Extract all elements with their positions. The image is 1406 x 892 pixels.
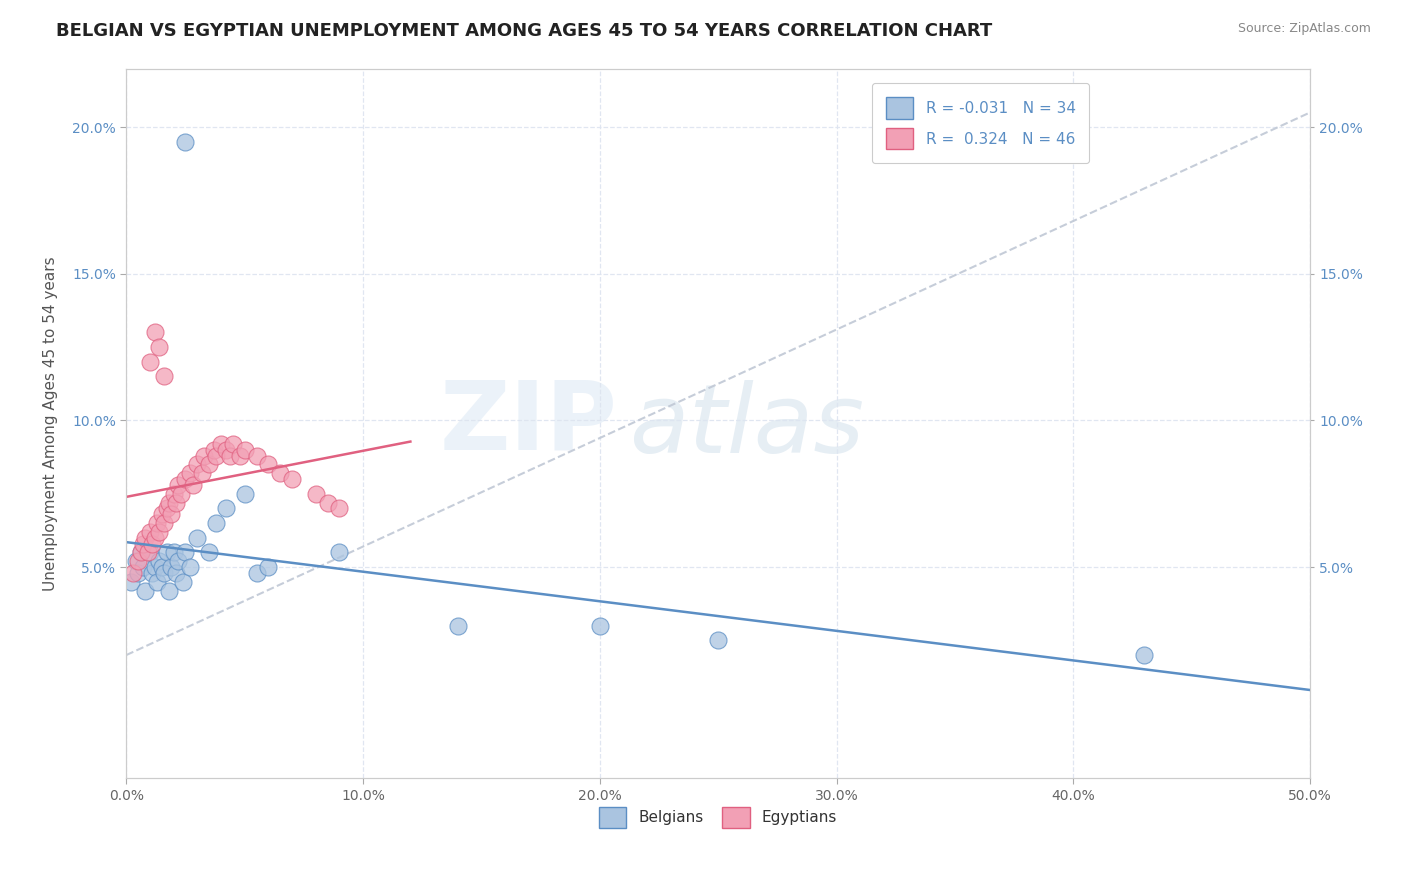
Point (233, 442, 256, 457)
Point (198, 545, 221, 559)
Point (205, 516, 228, 530)
Point (447, 618, 470, 632)
Point (148, 554, 170, 568)
Point (155, 545, 177, 559)
Point (139, 355, 162, 369)
Point (186, 458, 208, 472)
Point (134, 531, 156, 545)
Point (148, 524, 170, 539)
Point (125, 554, 148, 568)
Point (146, 516, 169, 530)
Point (150, 560, 173, 574)
Point (157, 495, 180, 509)
Text: ZIP: ZIP (440, 377, 617, 470)
Point (153, 566, 176, 580)
Point (134, 583, 156, 598)
Point (233, 487, 256, 501)
Point (127, 554, 149, 568)
Point (139, 545, 162, 559)
Point (132, 536, 155, 550)
Point (229, 449, 252, 463)
Point (186, 531, 208, 545)
Point (1133, 648, 1156, 662)
Point (707, 633, 730, 648)
Text: Source: ZipAtlas.com: Source: ZipAtlas.com (1237, 22, 1371, 36)
Point (127, 566, 149, 580)
Point (179, 467, 201, 481)
Point (257, 458, 280, 472)
Point (215, 442, 238, 457)
Point (181, 478, 204, 492)
Point (163, 545, 186, 559)
Point (143, 560, 166, 574)
Point (122, 566, 145, 580)
Point (222, 437, 245, 451)
Point (136, 545, 159, 559)
Point (245, 566, 267, 580)
Point (141, 566, 163, 580)
Point (198, 458, 221, 472)
Text: BELGIAN VS EGYPTIAN UNEMPLOYMENT AMONG AGES 45 TO 54 YEARS CORRELATION CHART: BELGIAN VS EGYPTIAN UNEMPLOYMENT AMONG A… (56, 22, 993, 40)
Point (129, 545, 152, 559)
Point (172, 574, 194, 589)
Point (170, 487, 193, 501)
Point (205, 449, 228, 463)
Legend: Belgians, Egyptians: Belgians, Egyptians (593, 801, 844, 834)
Point (174, 472, 197, 486)
Point (257, 560, 280, 574)
Point (328, 545, 350, 559)
Point (146, 574, 169, 589)
Point (143, 531, 166, 545)
Point (139, 524, 162, 539)
Point (150, 508, 173, 522)
Point (141, 536, 163, 550)
Point (209, 437, 232, 451)
Point (245, 449, 267, 463)
Point (167, 478, 190, 492)
Point (143, 326, 166, 340)
Point (174, 545, 197, 559)
Point (202, 442, 225, 457)
Point (191, 467, 214, 481)
Text: atlas: atlas (630, 380, 865, 474)
Point (153, 369, 176, 384)
Point (148, 340, 170, 354)
Point (129, 545, 152, 559)
Point (167, 554, 190, 568)
Point (165, 495, 187, 509)
Point (120, 574, 142, 589)
Point (179, 560, 201, 574)
Point (269, 467, 291, 481)
Point (155, 501, 177, 516)
Point (165, 566, 187, 580)
Point (281, 472, 304, 486)
Point (305, 487, 328, 501)
Point (160, 560, 183, 574)
Point (316, 495, 339, 509)
Point (132, 560, 155, 574)
Point (157, 583, 180, 598)
Point (219, 449, 242, 463)
Point (160, 508, 183, 522)
Y-axis label: Unemployment Among Ages 45 to 54 years: Unemployment Among Ages 45 to 54 years (44, 256, 58, 591)
Point (328, 501, 350, 516)
Point (163, 487, 186, 501)
Point (174, 135, 197, 149)
Point (215, 501, 238, 516)
Point (193, 449, 215, 463)
Point (589, 618, 612, 632)
Point (153, 516, 176, 530)
